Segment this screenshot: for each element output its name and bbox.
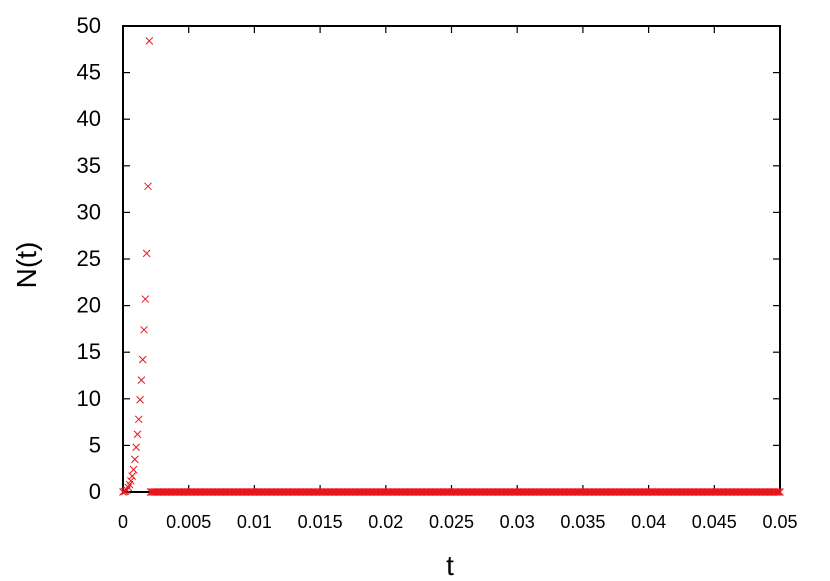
x-tick-label: 0.03	[500, 512, 535, 532]
y-tick-label: 15	[77, 339, 101, 364]
data-point	[124, 483, 133, 492]
x-tick-label: 0.05	[762, 512, 797, 532]
y-tick-label: 0	[89, 479, 101, 504]
data-point	[144, 182, 152, 191]
x-tick-label: 0.025	[429, 512, 474, 532]
data-point	[773, 488, 782, 496]
plot-frame	[122, 25, 781, 493]
data-point	[128, 472, 137, 481]
plot-area	[122, 25, 781, 493]
x-tick-label: 0.015	[298, 512, 343, 532]
y-axis-label: N(t)	[11, 242, 42, 289]
y-tick-label: 30	[77, 199, 101, 224]
data-point	[145, 37, 154, 45]
x-tick-label: 0.035	[560, 512, 605, 532]
y-tick-label: 10	[77, 386, 101, 411]
data-markers	[119, 37, 784, 496]
y-tick-label: 25	[77, 246, 101, 271]
x-tick-label: 0	[118, 512, 128, 532]
y-tick-label: 40	[77, 106, 101, 131]
axis-ticks: 0 0.005 0.01 0.015 0.02 0.025 0.03 0.035 0.04 0.0…	[77, 13, 798, 532]
data-point	[776, 488, 784, 496]
data-point	[140, 325, 148, 334]
y-tick-label: 50	[77, 13, 101, 38]
y-tick-label: 45	[77, 60, 101, 85]
data-point	[774, 488, 783, 496]
x-tick-label: 0.04	[631, 512, 666, 532]
data-point	[129, 465, 138, 474]
data-point	[130, 455, 139, 464]
x-axis-label: t	[446, 550, 454, 581]
y-tick-label: 35	[77, 153, 101, 178]
data-point	[132, 443, 140, 452]
x-tick-label: 0.045	[692, 512, 737, 532]
data-point	[142, 249, 151, 258]
data-point	[134, 415, 143, 424]
data-point	[772, 488, 780, 496]
data-point	[136, 395, 144, 404]
x-tick-label: 0.01	[237, 512, 272, 532]
data-point	[133, 430, 142, 439]
data-point	[127, 476, 135, 485]
y-tick-label: 5	[89, 432, 101, 457]
y-tick-label: 20	[77, 293, 101, 318]
x-tick-label: 0.02	[368, 512, 403, 532]
data-point	[137, 376, 146, 385]
data-point	[141, 295, 150, 303]
data-point	[138, 355, 147, 364]
x-tick-label: 0.005	[166, 512, 211, 532]
